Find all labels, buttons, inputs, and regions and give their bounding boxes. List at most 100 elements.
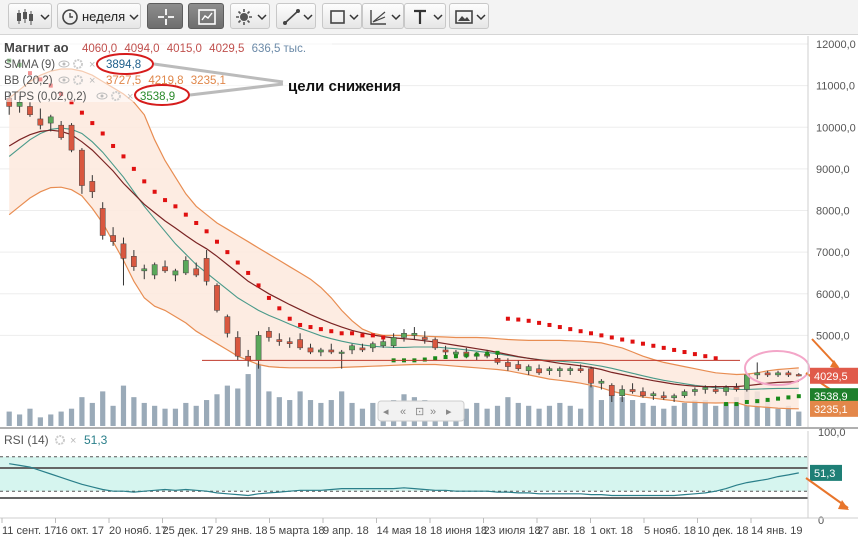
clock-icon bbox=[62, 9, 139, 25]
candle-body bbox=[182, 260, 189, 274]
sar-dot bbox=[173, 204, 178, 209]
candle-body bbox=[660, 395, 667, 399]
fibonacci-dropdown[interactable] bbox=[362, 3, 404, 29]
shapes-dropdown[interactable] bbox=[322, 3, 362, 29]
legend: Магнит ао 4060,0 4094,0 4015,0 4029,5 63… bbox=[2, 38, 332, 103]
ptps-close-icon[interactable]: × bbox=[127, 91, 133, 103]
sar-dot bbox=[69, 100, 74, 105]
chart-svg[interactable]: Магнит ао 4060,0 4094,0 4015,0 4029,5 63… bbox=[0, 34, 858, 541]
ptps-gear-icon[interactable] bbox=[111, 91, 121, 101]
volume-bar bbox=[765, 400, 771, 426]
price-tick-label: 12000,0 bbox=[816, 39, 856, 51]
volume-bar bbox=[328, 400, 334, 426]
candle-body bbox=[266, 330, 272, 338]
bb-gear-icon[interactable] bbox=[73, 75, 83, 85]
price-tick-label: 10000,0 bbox=[816, 122, 856, 134]
scroll-right-icon[interactable]: ▸ bbox=[446, 406, 452, 418]
bb-fill bbox=[9, 69, 799, 409]
scroll-right-fast-icon[interactable]: » bbox=[430, 406, 436, 418]
price-tick-label: 11000,0 bbox=[816, 81, 855, 93]
image-dropdown[interactable] bbox=[449, 3, 489, 29]
time-tick-label: 11 сент. 17 bbox=[2, 525, 56, 537]
bb-eye-icon[interactable] bbox=[58, 76, 70, 84]
volume-bar bbox=[27, 408, 33, 426]
sar-dot bbox=[651, 343, 656, 348]
sar-dot bbox=[308, 325, 313, 330]
scroll-reset-icon[interactable]: ⊡ bbox=[415, 406, 424, 418]
annotation-arrows bbox=[153, 62, 284, 97]
sar-dot bbox=[453, 354, 458, 359]
volume-bar bbox=[796, 411, 802, 426]
time-tick-label: 1 окт. 18 bbox=[591, 525, 633, 537]
indicators-dropdown[interactable] bbox=[230, 3, 270, 29]
sar-dot bbox=[692, 352, 697, 357]
chart-area[interactable]: Магнит ао 4060,0 4094,0 4015,0 4029,5 63… bbox=[0, 34, 858, 541]
volume-bar bbox=[235, 388, 241, 426]
candle-body bbox=[733, 387, 740, 390]
sar-dot bbox=[578, 329, 583, 334]
text-tool-dropdown[interactable] bbox=[404, 3, 446, 29]
ptps-eye-icon[interactable] bbox=[96, 92, 108, 100]
price-tag-bg bbox=[810, 388, 858, 405]
candle-body bbox=[47, 116, 54, 124]
rsi-line bbox=[9, 463, 799, 497]
bb-close-icon[interactable]: × bbox=[89, 75, 95, 87]
sar-dot bbox=[204, 229, 209, 234]
candle-body bbox=[671, 395, 677, 399]
toolbar: неделя bbox=[0, 0, 858, 35]
volume-bar bbox=[276, 397, 282, 426]
indicators-icon bbox=[236, 9, 267, 25]
candle-body bbox=[525, 366, 532, 372]
sar-dot bbox=[703, 354, 708, 359]
sar-dot bbox=[495, 350, 500, 355]
sar-dot bbox=[214, 239, 219, 244]
volume-bar bbox=[203, 400, 210, 426]
sar-dot bbox=[225, 250, 230, 255]
sar-dot bbox=[381, 335, 386, 340]
sar-dot bbox=[464, 353, 469, 358]
candle-body bbox=[712, 389, 719, 392]
volume-bar bbox=[141, 402, 147, 426]
candle-body bbox=[692, 389, 698, 392]
show-data-button[interactable] bbox=[188, 3, 224, 29]
volume-bar bbox=[494, 405, 501, 426]
volume-bar bbox=[536, 408, 542, 426]
crosshair-button[interactable] bbox=[147, 3, 183, 29]
sar-dot bbox=[433, 356, 438, 361]
scroll-left-icon[interactable]: ◂ bbox=[383, 406, 389, 418]
rsi-gear-icon[interactable] bbox=[55, 435, 65, 445]
volume-bar bbox=[266, 391, 272, 426]
annotations bbox=[202, 338, 847, 401]
candle-body bbox=[764, 372, 771, 376]
sar-dot bbox=[131, 166, 136, 171]
volume-bar bbox=[224, 385, 230, 426]
sar-dot bbox=[765, 397, 770, 402]
sar-dot bbox=[443, 355, 448, 360]
interval-dropdown[interactable]: неделя bbox=[57, 3, 141, 29]
smma-gear-icon[interactable] bbox=[73, 59, 83, 69]
chart-type-button[interactable] bbox=[8, 3, 52, 29]
draw-line-dropdown[interactable] bbox=[276, 3, 316, 29]
high-value: 4094,0 bbox=[124, 43, 159, 55]
candle-body bbox=[214, 285, 220, 311]
sar-dot bbox=[256, 283, 261, 288]
sar-dot bbox=[194, 220, 199, 225]
price-tick-label: 7000,0 bbox=[816, 247, 850, 259]
smma-legend-value: 3894,8 bbox=[106, 59, 141, 71]
price-tag-label: 3538,9 bbox=[814, 391, 848, 403]
smma-close-icon[interactable]: × bbox=[89, 59, 95, 71]
price-axis[interactable]: 12000,0 11000,0 10000,0 9000,0 8000,0 7000,0 6… bbox=[807, 36, 856, 428]
ptps-value-highlight bbox=[134, 84, 190, 106]
rsi-close-icon[interactable]: × bbox=[70, 435, 76, 447]
sar-dot bbox=[422, 357, 427, 362]
sar-dot bbox=[370, 333, 375, 338]
candle-body bbox=[110, 235, 116, 242]
time-tick-label: 29 янв. 18 bbox=[216, 525, 268, 537]
time-tick-label: 5 марта 18 bbox=[270, 525, 325, 537]
sar-dot bbox=[661, 345, 666, 350]
scroll-control[interactable]: ◂ « ⊡ » ▸ bbox=[377, 400, 465, 422]
scroll-left-fast-icon[interactable]: « bbox=[400, 406, 406, 418]
smma-eye-icon[interactable] bbox=[58, 60, 70, 68]
volume-bar bbox=[245, 374, 251, 426]
